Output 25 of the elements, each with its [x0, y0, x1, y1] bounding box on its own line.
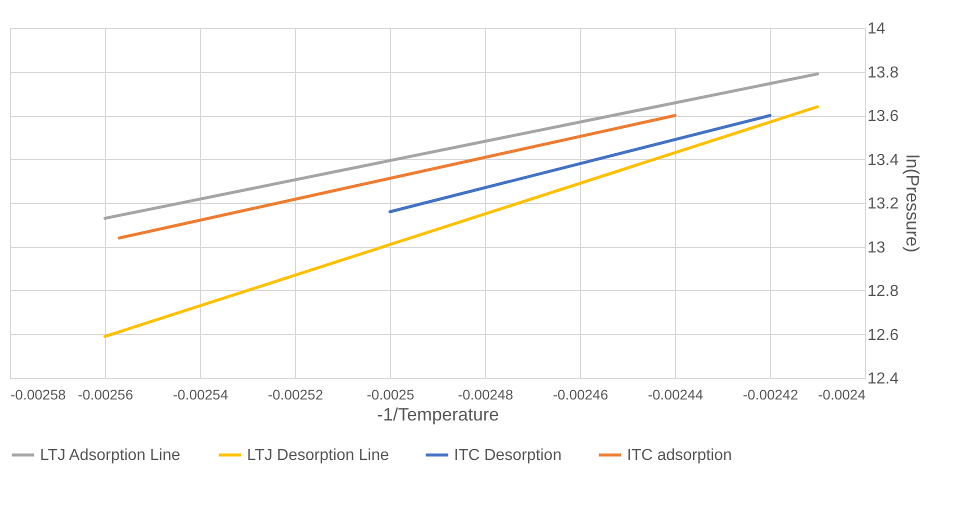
y-axis-title: ln(Pressure) — [902, 154, 923, 253]
legend-label: ITC Desorption — [454, 447, 562, 464]
legend-label: LTJ Adsorption Line — [40, 447, 180, 464]
x-tick-label: -0.00246 — [552, 386, 608, 402]
legend-label: LTJ Desorption Line — [247, 447, 390, 464]
y-tick-label: 13 — [868, 239, 886, 256]
x-tick-label: -0.00244 — [648, 386, 704, 402]
y-tick-label: 12.4 — [868, 370, 899, 388]
x-tick-label: -0.00254 — [172, 386, 228, 402]
x-tick-label: -0.00258 — [10, 386, 66, 402]
y-tick-label: 13.8 — [868, 64, 899, 82]
y-tick-label: 13.4 — [868, 152, 899, 169]
y-tick-label: 13.2 — [868, 196, 899, 212]
legend-label: ITC adsorption — [627, 447, 732, 464]
x-axis-title: -1/Temperature — [376, 404, 500, 424]
x-tick-label: -0.00256 — [78, 386, 134, 402]
y-tick-label: 12.8 — [868, 283, 899, 300]
x-tick-label: -0.0024 — [818, 386, 866, 402]
y-tick-label: 13.6 — [868, 108, 899, 125]
x-tick-label: -0.00242 — [742, 386, 798, 402]
x-tick-label: -0.0025 — [366, 386, 414, 402]
x-tick-label: -0.00252 — [268, 386, 324, 402]
y-tick-label: 12.6 — [868, 326, 899, 344]
x-tick-label: -0.00248 — [458, 386, 514, 402]
y-tick-label: 14 — [868, 20, 886, 38]
